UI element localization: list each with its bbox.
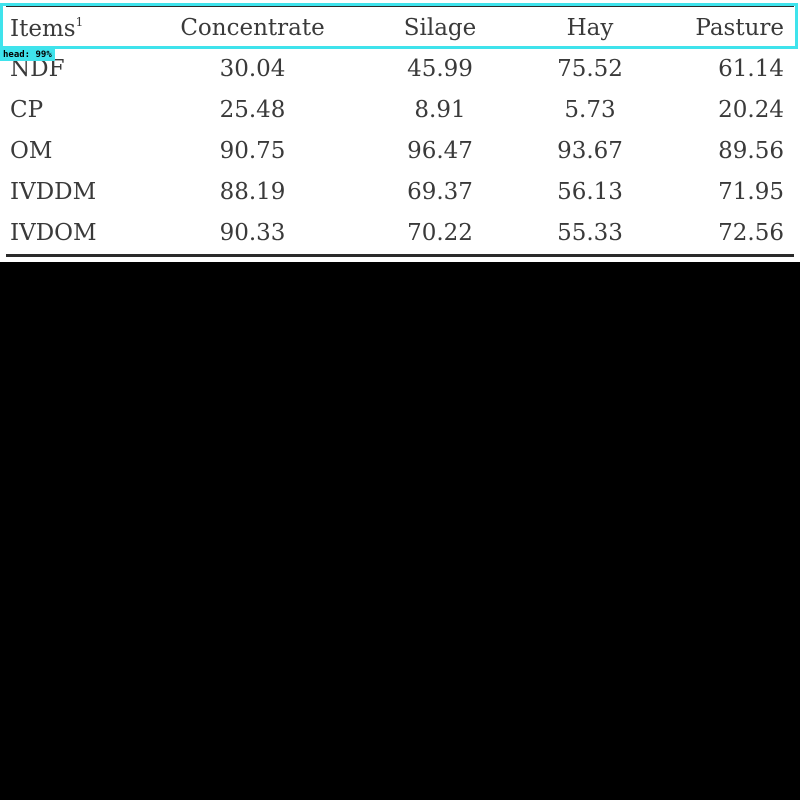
cell-concentrate: 30.04 [219,55,286,82]
table-row: IVDOM 90.33 70.22 55.33 72.56 [6,212,794,253]
table-head: Items1 Concentrate Silage Hay Pasture [6,8,794,48]
header-pasture: Pasture [695,15,784,41]
header-silage: Silage [403,15,477,41]
header-items: Items1 [6,8,160,48]
table-row: IVDDM 88.19 69.37 56.13 71.95 [6,171,794,212]
header-row: Items1 Concentrate Silage Hay Pasture [6,8,794,48]
header-hay: Hay [566,15,614,41]
head-detection-box [0,3,798,49]
cell-concentrate: 25.48 [219,96,286,123]
row-label: IVDOM [10,219,97,246]
table-bottom-rule [6,254,794,257]
header-items-footnote: 1 [75,14,84,29]
header-concentrate: Concentrate [180,15,325,41]
row-label: OM [10,137,53,164]
cell-pasture: 72.56 [718,219,784,246]
data-table: Items1 Concentrate Silage Hay Pasture ND… [6,8,794,253]
cell-pasture: 89.56 [718,137,784,164]
cell-pasture: 20.24 [718,96,784,123]
cell-hay: 56.13 [557,178,623,205]
row-label: IVDDM [10,178,97,205]
table-row: CP 25.48 8.91 5.73 20.24 [6,89,794,130]
cell-concentrate: 90.33 [219,219,286,246]
table-row: OM 90.75 96.47 93.67 89.56 [6,130,794,171]
cell-hay: 75.52 [557,55,623,82]
row-label: CP [10,96,44,123]
cell-pasture: 71.95 [718,178,784,205]
cell-concentrate: 90.75 [219,137,286,164]
document-page: Items1 Concentrate Silage Hay Pasture ND… [0,0,800,262]
table-row: NDF 30.04 45.99 75.52 61.14 [6,48,794,89]
cell-hay: 5.73 [564,96,616,123]
cell-silage: 96.47 [407,137,473,164]
cell-pasture: 61.14 [718,55,784,82]
cell-silage: 8.91 [414,96,466,123]
cell-concentrate: 88.19 [219,178,286,205]
header-items-label: Items [10,15,76,42]
cell-hay: 55.33 [557,219,623,246]
cell-silage: 45.99 [407,55,473,82]
cell-silage: 69.37 [407,178,473,205]
cell-hay: 93.67 [557,137,623,164]
table-top-rule [6,5,794,7]
cell-silage: 70.22 [407,219,473,246]
table-body: NDF 30.04 45.99 75.52 61.14 CP 25.48 8.9… [6,48,794,253]
head-detection-label: head: 99% [0,49,55,61]
